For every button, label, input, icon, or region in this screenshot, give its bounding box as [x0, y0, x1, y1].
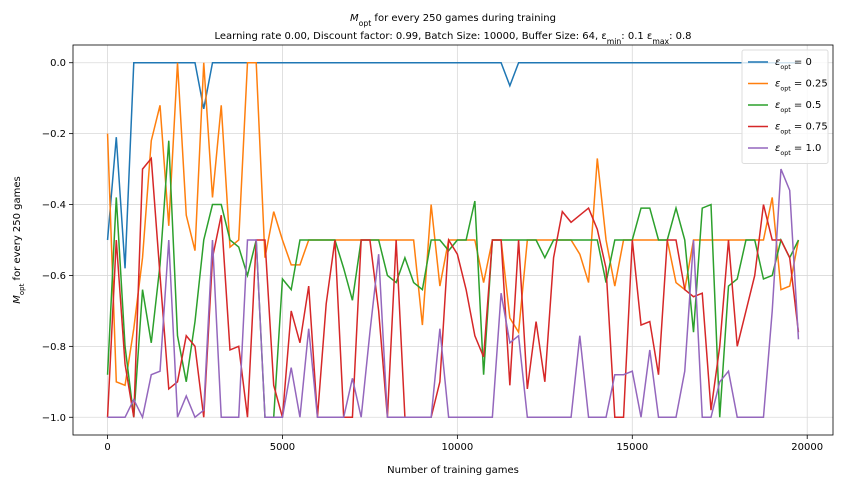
text-part: : 0.1 ε	[621, 31, 652, 42]
subscript: min	[607, 37, 622, 46]
subscript: opt	[780, 85, 791, 92]
subscript: opt	[780, 150, 791, 157]
text-part: = 0.5	[791, 100, 822, 111]
series-line	[106, 61, 799, 269]
chart-title: Mopt for every 250 games during training	[350, 13, 556, 28]
x-tick-label: 15000	[616, 442, 648, 453]
series-line	[106, 61, 800, 387]
series-line	[106, 156, 800, 419]
text-part: ε	[775, 143, 781, 154]
x-tick-label: 0	[104, 442, 110, 453]
y-axis-label: Mopt for every 250 games	[12, 176, 26, 304]
text-part: : 0.8	[669, 31, 691, 42]
text-part: M	[350, 13, 359, 24]
text-part: = 0.75	[791, 122, 828, 133]
text-part: Learning rate 0.00, Discount factor: 0.9…	[214, 31, 606, 42]
y-tick-label: −0.6	[42, 271, 66, 282]
x-tick-label: 20000	[791, 442, 823, 453]
text-part: for every 250 games	[12, 176, 23, 283]
text-part: = 1.0	[791, 143, 822, 154]
y-tick-label: −0.4	[42, 200, 66, 211]
y-tick-label: −0.2	[42, 129, 66, 140]
series-line	[107, 168, 800, 420]
legend-label: εopt = 0.25	[775, 79, 828, 93]
text-part: for every 250 games during training	[371, 13, 556, 24]
text-part: = 0.25	[791, 79, 828, 90]
legend-label: εopt = 1.0	[775, 143, 821, 157]
chart-subtitle: Learning rate 0.00, Discount factor: 0.9…	[214, 31, 691, 46]
text-part: ε	[775, 100, 781, 111]
x-axis-label: Number of training games	[387, 465, 519, 476]
y-tick-label: −1.0	[42, 413, 66, 424]
series-line	[106, 140, 800, 419]
legend-label: εopt = 0.75	[775, 122, 828, 136]
subscript: max	[652, 37, 669, 46]
subscript: opt	[780, 64, 791, 71]
plot-frame	[72, 44, 834, 436]
x-tick-label: 10000	[441, 442, 473, 453]
y-tick-label: −0.8	[42, 342, 66, 353]
legend-box	[741, 49, 829, 164]
x-tick-label: 5000	[270, 442, 295, 453]
subscript: opt	[780, 128, 791, 135]
text-part: ε	[775, 79, 781, 90]
subscript: opt	[359, 19, 372, 28]
text-part: = 0	[791, 57, 812, 68]
legend-label: εopt = 0	[775, 57, 812, 71]
y-tick-label: 0.0	[50, 58, 66, 69]
subscript: opt	[780, 107, 791, 114]
subscript: opt	[18, 283, 26, 295]
legend-label: εopt = 0.5	[775, 100, 821, 114]
text-part: ε	[775, 57, 781, 68]
text-part: M	[12, 295, 23, 304]
text-part: ε	[775, 122, 781, 133]
